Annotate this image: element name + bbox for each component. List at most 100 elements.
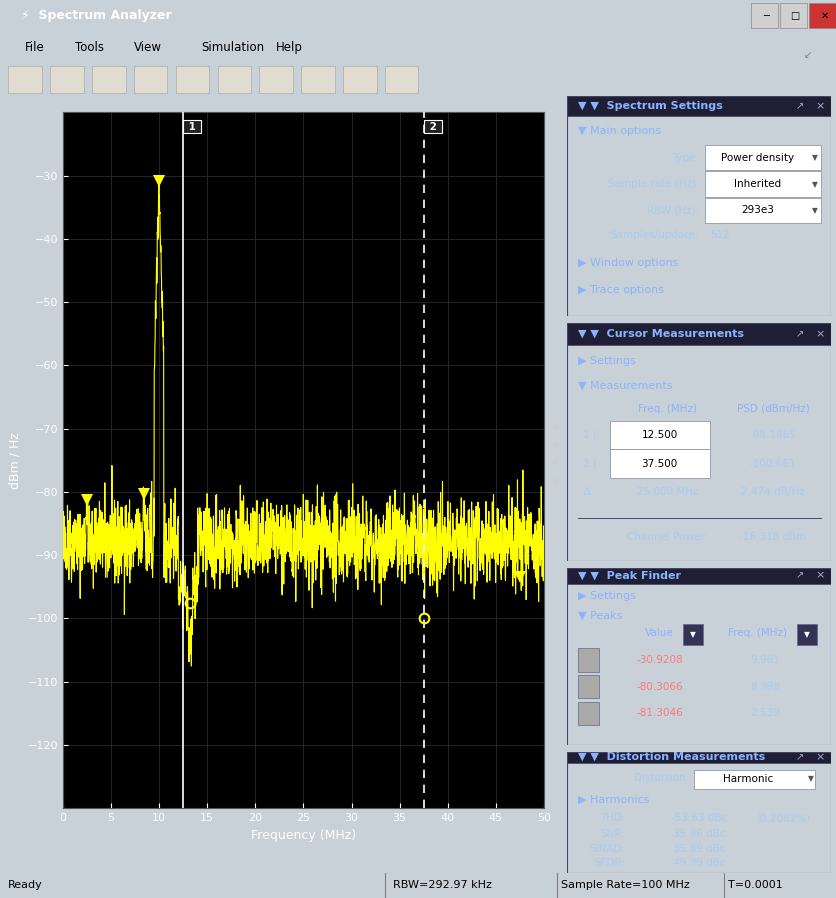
Bar [693,770,814,788]
Text: -16.318 dBm: -16.318 dBm [738,533,806,542]
Text: Sample rate (Hz):: Sample rate (Hz): [607,179,699,189]
Text: ↗: ↗ [794,753,803,762]
Text: -53.63 dBc: -53.63 dBc [670,814,726,823]
Text: 8.398: 8.398 [749,682,779,691]
Text: SFDR:: SFDR: [594,858,624,868]
Text: -30.9208: -30.9208 [635,655,682,665]
Text: ▼ ▼  Cursor Measurements: ▼ ▼ Cursor Measurements [578,329,743,339]
Text: 2.474 dB/Hz: 2.474 dB/Hz [741,488,804,497]
Text: ↗: ↗ [794,329,803,339]
Bar [343,66,376,92]
X-axis label: Frequency (MHz): Frequency (MHz) [251,829,355,841]
Text: 1: 1 [185,122,199,132]
Text: THD:: THD: [599,814,624,823]
Text: 293e3: 293e3 [740,206,772,216]
Text: ▼: ▼ [690,630,696,639]
Text: 2.539: 2.539 [749,709,779,718]
Bar [176,66,209,92]
Text: ×: × [815,753,824,762]
Text: (0.2082%): (0.2082%) [756,814,810,823]
Text: ▼ ▼  Distortion Measurements: ▼ ▼ Distortion Measurements [578,753,764,762]
Text: Tools: Tools [75,40,104,54]
Bar [259,66,293,92]
Text: ×: × [815,570,824,580]
Bar [134,66,167,92]
Text: Channel Power:: Channel Power: [626,533,707,542]
Text: ─: ─ [762,11,768,21]
Text: -100.661: -100.661 [749,459,796,469]
Bar [217,66,251,92]
Text: Distortion:: Distortion: [633,773,688,783]
Bar [704,172,819,197]
Text: 35.89 dBc: 35.89 dBc [672,843,725,854]
Text: ◀: ◀ [550,458,557,467]
Text: 35.96 dBc: 35.96 dBc [672,829,725,839]
Text: ✕: ✕ [819,11,828,21]
Text: -98.1865: -98.1865 [749,430,796,440]
Text: SINAD:: SINAD: [589,843,624,854]
Bar [578,675,599,699]
Text: 37.500: 37.500 [641,459,677,469]
Bar [808,4,835,29]
Bar [704,198,819,223]
Text: ⚡  Spectrum Analyzer: ⚡ Spectrum Analyzer [21,9,171,22]
Bar [567,568,830,584]
Text: ▼ ▼  Peak Finder: ▼ ▼ Peak Finder [578,570,681,580]
Text: 25.000 MHz: 25.000 MHz [636,488,697,497]
Text: ↗: ↗ [794,101,803,111]
Text: Power density: Power density [720,153,793,163]
Text: File: File [25,40,45,54]
Text: ▼ Measurements: ▼ Measurements [578,380,672,390]
Text: Freq. (MHz): Freq. (MHz) [637,404,696,414]
Text: ▶ Settings: ▶ Settings [578,591,635,601]
Bar [50,66,84,92]
Text: Ready: Ready [8,880,43,891]
Text: Value: Value [645,629,673,638]
Text: -80.3066: -80.3066 [635,682,682,691]
Text: PSD (dBm/Hz): PSD (dBm/Hz) [736,404,808,414]
Text: ▶ Harmonics: ▶ Harmonics [578,795,649,806]
Text: ▼ Main options: ▼ Main options [578,127,660,136]
Text: ▼: ▼ [812,206,818,215]
Bar [567,96,830,116]
Bar [779,4,806,29]
Text: Sample Rate=100 MHz: Sample Rate=100 MHz [560,880,689,891]
Text: View: View [134,40,161,54]
Text: T=0.0001: T=0.0001 [727,880,782,891]
Bar [92,66,125,92]
Bar [567,752,830,762]
Text: ◀: ◀ [550,422,557,431]
Text: 1 |: 1 | [583,430,596,440]
Bar [578,701,599,725]
Bar [609,421,709,449]
Text: ×: × [815,101,824,111]
Bar [750,4,777,29]
Bar [796,624,816,645]
Text: ▶ Window options: ▶ Window options [578,259,678,269]
Text: Harmonic: Harmonic [722,774,772,784]
Text: ▼: ▼ [808,774,813,783]
Text: ▶ Trace options: ▶ Trace options [578,285,663,295]
Text: ↙: ↙ [803,49,811,59]
Text: Simulation: Simulation [201,40,263,54]
Text: Δ: Δ [583,488,590,497]
Text: ▼ Peaks: ▼ Peaks [578,611,622,621]
Text: ◀: ◀ [550,440,557,449]
Text: □: □ [789,11,799,21]
Text: 49.39 dBc: 49.39 dBc [672,858,725,868]
Text: ▶ Settings: ▶ Settings [578,357,635,366]
Text: 512: 512 [709,230,729,240]
Bar [704,145,819,171]
Bar [683,624,702,645]
Text: ▼: ▼ [803,630,808,639]
Bar [8,66,42,92]
Text: ▼ ▼  Spectrum Settings: ▼ ▼ Spectrum Settings [578,101,722,111]
Bar [609,449,709,478]
Bar [385,66,418,92]
Text: ×: × [815,329,824,339]
Text: RBW=292.97 kHz: RBW=292.97 kHz [393,880,492,891]
Text: 12.500: 12.500 [641,430,677,440]
Text: SNR:: SNR: [600,829,624,839]
Bar [578,648,599,672]
Text: -81.3046: -81.3046 [635,709,682,718]
